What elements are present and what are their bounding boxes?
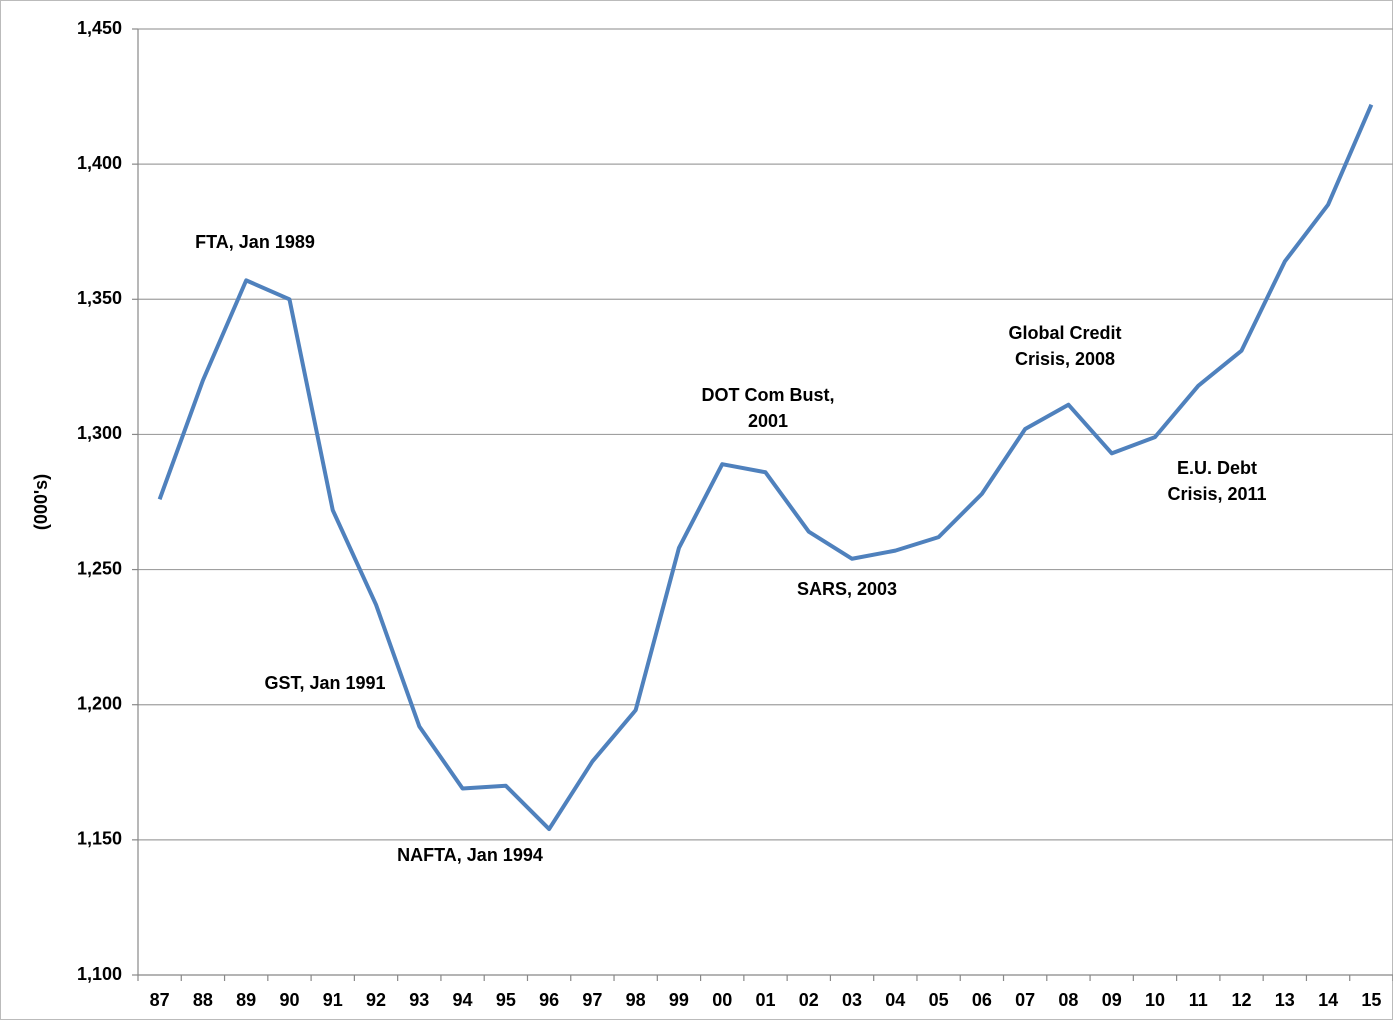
annotation: FTA, Jan 1989 [195,232,315,252]
x-tick-label: 12 [1232,990,1252,1010]
annotation: NAFTA, Jan 1994 [397,845,543,865]
annotation: Crisis, 2008 [1015,349,1115,369]
x-tick-label: 90 [279,990,299,1010]
annotation: E.U. Debt [1177,458,1257,478]
y-tick-label: 1,150 [77,829,122,849]
x-tick-label: 93 [409,990,429,1010]
y-tick-label: 1,400 [77,153,122,173]
x-tick-label: 99 [669,990,689,1010]
x-tick-label: 15 [1361,990,1381,1010]
y-axis-title: (000's) [31,474,51,530]
x-tick-label: 07 [1015,990,1035,1010]
x-tick-label: 06 [972,990,992,1010]
x-tick-label: 87 [150,990,170,1010]
annotation: DOT Com Bust, [702,385,835,405]
x-tick-label: 13 [1275,990,1295,1010]
annotation: Global Credit [1008,323,1121,343]
x-tick-label: 02 [799,990,819,1010]
x-tick-label: 96 [539,990,559,1010]
x-tick-label: 01 [755,990,775,1010]
y-tick-label: 1,100 [77,964,122,984]
y-tick-label: 1,350 [77,288,122,308]
y-tick-label: 1,300 [77,423,122,443]
y-tick-label: 1,450 [77,18,122,38]
x-tick-label: 09 [1102,990,1122,1010]
annotation: Crisis, 2011 [1167,484,1266,504]
x-tick-label: 04 [885,990,905,1010]
x-tick-label: 11 [1189,990,1208,1010]
x-tick-label: 98 [626,990,646,1010]
x-tick-label: 88 [193,990,213,1010]
annotation: SARS, 2003 [797,579,897,599]
x-tick-label: 10 [1145,990,1165,1010]
x-tick-label: 03 [842,990,862,1010]
x-tick-label: 91 [323,990,343,1010]
y-tick-label: 1,200 [77,693,122,713]
annotation: 2001 [748,411,788,431]
x-tick-label: 94 [453,990,473,1010]
data-line [157,103,1374,832]
x-tick-label: 95 [496,990,516,1010]
x-tick-label: 00 [712,990,732,1010]
x-tick-label: 05 [929,990,949,1010]
x-tick-label: 14 [1318,990,1338,1010]
x-tick-label: 89 [236,990,256,1010]
x-tick-label: 97 [582,990,602,1010]
x-tick-label: 92 [366,990,386,1010]
y-tick-label: 1,250 [77,558,122,578]
x-tick-label: 08 [1058,990,1078,1010]
annotation: GST, Jan 1991 [264,673,385,693]
